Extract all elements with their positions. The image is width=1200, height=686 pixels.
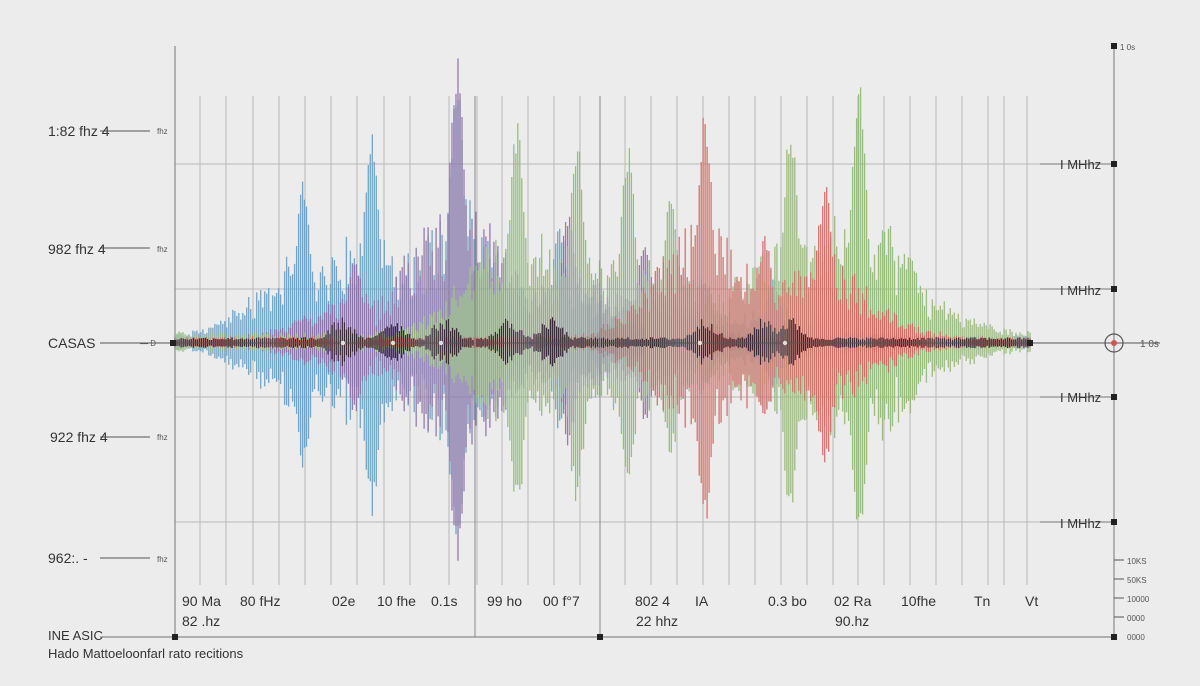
origin-tick [172, 634, 178, 640]
x-label-12: 10fhe [901, 593, 937, 609]
right-top-tick [1111, 43, 1117, 49]
left-label-1: 1:82 fhz 4 [48, 123, 110, 139]
x-label-8: 802 4 [635, 593, 671, 609]
left-tick-small-3: — D [140, 339, 156, 348]
peak-glow-2 [390, 340, 396, 346]
waveform-series [174, 58, 1031, 561]
right-label-3: I MHhz [1060, 390, 1102, 405]
target-marker-circle [1104, 333, 1124, 353]
right-bottom-small-5: 0000 [1127, 633, 1145, 642]
left-tick-small-5: fhz [157, 555, 168, 564]
right-tick-4 [1111, 519, 1117, 525]
peak-glow-3 [438, 340, 444, 346]
x-label-10: 0.3 bo [768, 593, 807, 609]
x-label-2: 80 fHz [240, 593, 281, 609]
x-label-7: 00 f°7 [543, 593, 580, 609]
target-marker-dot [1111, 340, 1117, 346]
x-label-14: Vt [1025, 593, 1039, 609]
peak-glow-5 [782, 340, 788, 346]
x-label-6: 99 ho [487, 593, 523, 609]
right-bottom-small-4: 0000 [1127, 614, 1145, 623]
left-label-3: CASAS [48, 335, 96, 351]
x-label-11: 02 Ra [834, 593, 872, 609]
right-bottom-small-1: 10KS [1127, 557, 1147, 566]
right-top-small: 1 0s [1120, 43, 1136, 52]
right-bottom-small-3: 10000 [1127, 595, 1150, 604]
right-marker-label: 1 0s [1140, 339, 1159, 350]
left-tick-small-2: fhz [157, 245, 168, 254]
left-label-4: 922 fhz 4 [50, 429, 108, 445]
right-label-4: I MHhz [1060, 516, 1102, 531]
left-label-5: 962:. - [48, 550, 88, 566]
right-bottom-tick [1111, 634, 1117, 640]
right-label-1: I MHhz [1060, 157, 1102, 172]
right-label-2: I MHhz [1060, 283, 1102, 298]
peak-glow-4 [697, 340, 703, 346]
right-tick-2 [1111, 286, 1117, 292]
peak-glow-1 [340, 340, 346, 346]
baseline-start-tick [170, 340, 176, 346]
x-label-9: IA [695, 593, 709, 609]
series-red [174, 117, 1031, 519]
left-tick-small-1: fhz [157, 127, 168, 136]
baseline-end-tick [1027, 340, 1033, 346]
footer-caption: Hado Mattoeloonfarl rato recitions [48, 646, 244, 661]
left-label-2: 982 fhz 4 [48, 241, 106, 257]
x-label-row2-1: 82 .hz [182, 613, 221, 629]
right-tick-1 [1111, 161, 1117, 167]
x-label-5: 0.1s [431, 593, 458, 609]
x-label-3: 02e [332, 593, 356, 609]
x-label-13: Tn [974, 593, 991, 609]
x-label-row2-2: 22 hhz [636, 613, 679, 629]
footer-title: INE ASIC [48, 628, 103, 643]
mid-bottom-tick [597, 634, 603, 640]
x-label-1: 90 Ma [182, 593, 221, 609]
right-tick-3 [1111, 394, 1117, 400]
axes [100, 43, 1160, 640]
x-label-4: 10 fhe [377, 593, 416, 609]
left-tick-small-4: fhz [157, 433, 168, 442]
x-label-row2-3: 90.hz [835, 613, 870, 629]
right-bottom-small-2: 50KS [1127, 576, 1147, 585]
